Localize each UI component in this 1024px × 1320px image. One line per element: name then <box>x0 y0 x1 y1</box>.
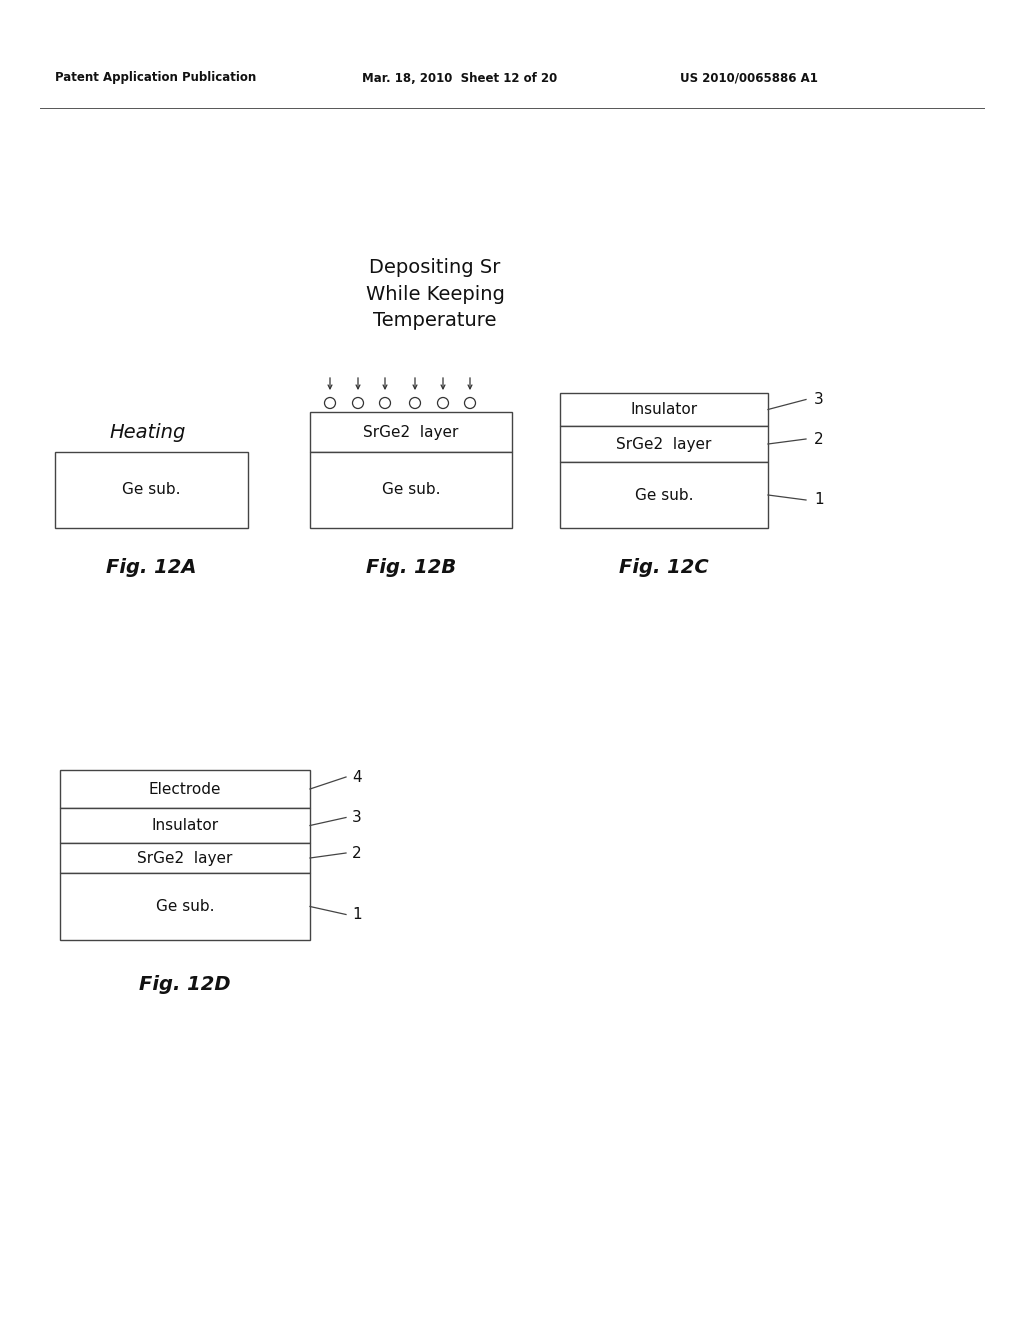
Bar <box>310 412 512 451</box>
Bar <box>560 393 768 426</box>
Text: 2: 2 <box>814 432 823 446</box>
Text: Fig. 12B: Fig. 12B <box>366 558 456 577</box>
Text: 2: 2 <box>352 846 361 861</box>
Text: Fig. 12D: Fig. 12D <box>139 975 230 994</box>
Text: Ge sub.: Ge sub. <box>156 899 214 913</box>
Bar <box>55 451 248 528</box>
Text: 1: 1 <box>814 492 823 507</box>
Text: Ge sub.: Ge sub. <box>122 483 181 498</box>
Text: Fig. 12C: Fig. 12C <box>620 558 709 577</box>
Bar <box>560 426 768 462</box>
Text: Ge sub.: Ge sub. <box>635 487 693 503</box>
Text: US 2010/0065886 A1: US 2010/0065886 A1 <box>680 71 818 84</box>
Text: 3: 3 <box>352 810 361 825</box>
Bar <box>60 873 310 940</box>
Text: SrGe2  layer: SrGe2 layer <box>616 437 712 451</box>
Text: SrGe2  layer: SrGe2 layer <box>364 425 459 440</box>
Bar <box>560 462 768 528</box>
Text: Insulator: Insulator <box>631 403 697 417</box>
Text: Heating: Heating <box>110 422 186 441</box>
Text: Fig. 12A: Fig. 12A <box>106 558 197 577</box>
Text: Patent Application Publication: Patent Application Publication <box>55 71 256 84</box>
Bar <box>310 451 512 528</box>
Bar <box>60 808 310 843</box>
Text: Ge sub.: Ge sub. <box>382 483 440 498</box>
Bar <box>60 770 310 808</box>
Text: 3: 3 <box>814 392 823 407</box>
Bar <box>60 843 310 873</box>
Text: Depositing Sr
While Keeping
Temperature: Depositing Sr While Keeping Temperature <box>366 257 505 330</box>
Text: Electrode: Electrode <box>148 781 221 796</box>
Text: Mar. 18, 2010  Sheet 12 of 20: Mar. 18, 2010 Sheet 12 of 20 <box>362 71 557 84</box>
Text: Insulator: Insulator <box>152 818 218 833</box>
Text: 1: 1 <box>352 907 361 921</box>
Text: 4: 4 <box>352 770 361 784</box>
Text: SrGe2  layer: SrGe2 layer <box>137 850 232 866</box>
